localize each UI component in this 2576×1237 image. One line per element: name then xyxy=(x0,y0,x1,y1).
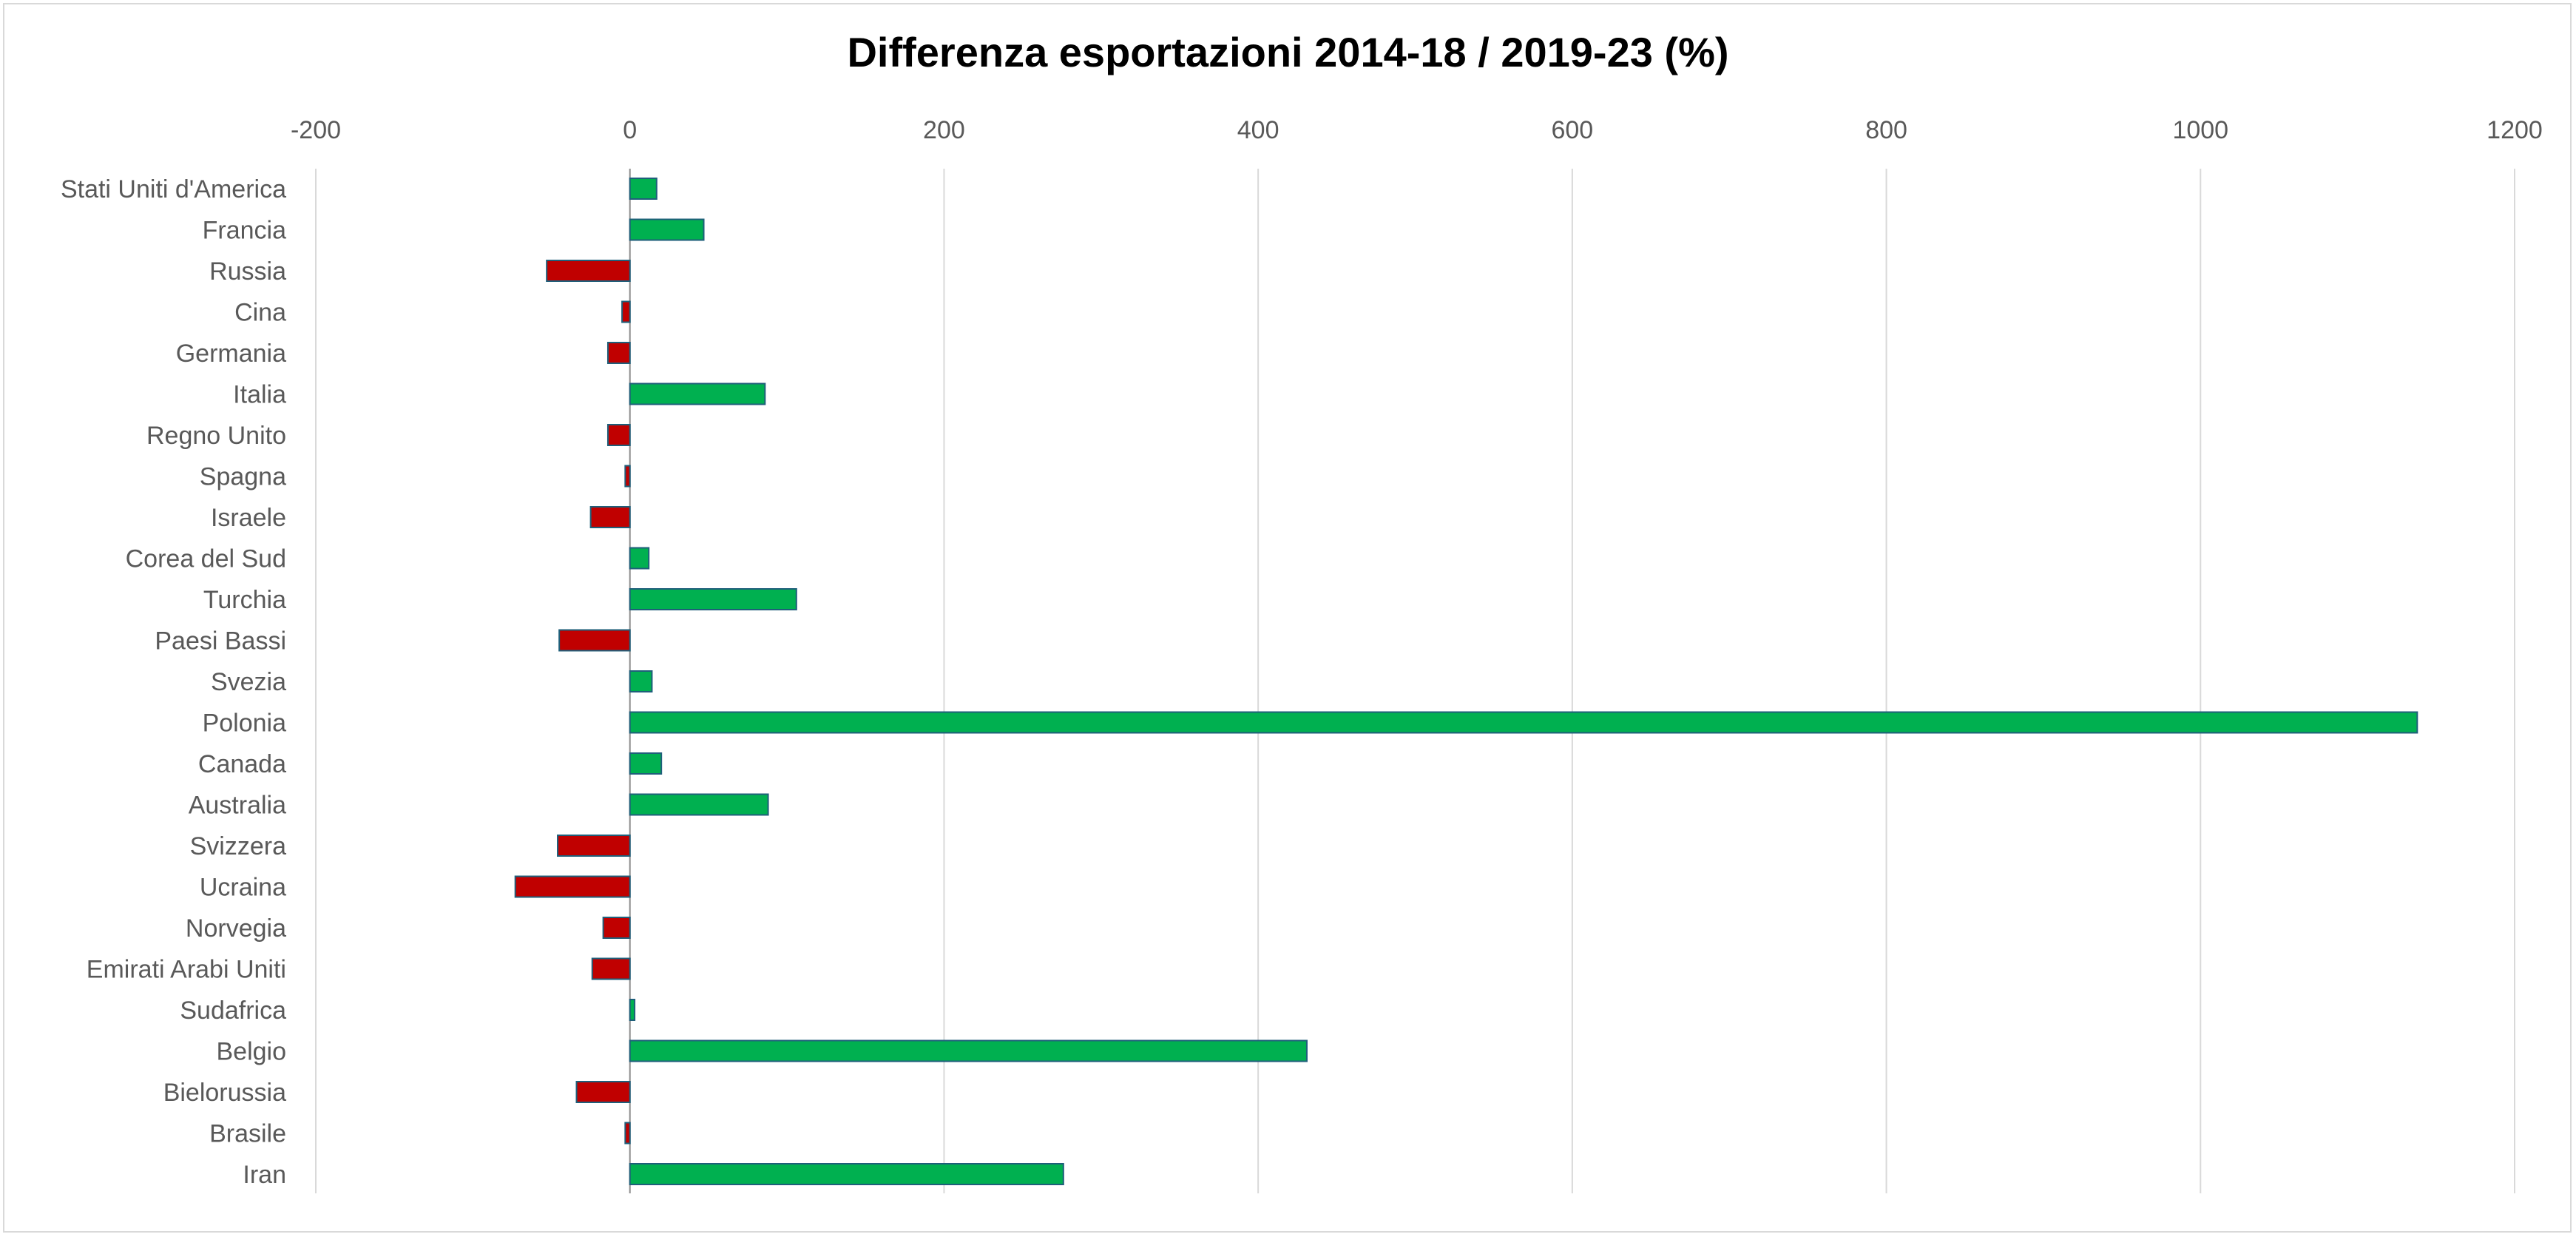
bar xyxy=(589,506,631,528)
bar xyxy=(602,917,631,939)
x-tick-label: -200 xyxy=(291,116,341,144)
category-label: Brasile xyxy=(209,1120,286,1148)
category-label: Israele xyxy=(211,504,286,532)
bar xyxy=(629,382,766,405)
bar xyxy=(629,178,657,200)
bar xyxy=(629,999,636,1021)
bar xyxy=(629,547,650,570)
category-label: Francia xyxy=(203,217,286,245)
category-label: Corea del Sud xyxy=(126,545,286,573)
category-label: Cina xyxy=(234,299,286,327)
category-label: Polonia xyxy=(203,709,287,738)
category-label: Svezia xyxy=(211,668,286,696)
bar xyxy=(629,752,663,775)
bar xyxy=(558,629,631,652)
bar xyxy=(629,1039,1308,1062)
bar xyxy=(629,711,2418,734)
bar xyxy=(606,342,631,364)
category-label: Germania xyxy=(176,340,286,368)
bar xyxy=(629,1163,1064,1185)
category-label: Emirati Arabi Uniti xyxy=(87,956,286,984)
bar xyxy=(629,670,653,692)
bar xyxy=(557,835,631,857)
category-label: Svizzera xyxy=(190,832,286,860)
bar xyxy=(621,300,631,323)
bar xyxy=(629,218,705,241)
category-label: Spagna xyxy=(200,463,286,491)
bar xyxy=(624,465,631,488)
x-tick-label: 1000 xyxy=(2172,116,2228,144)
category-label: Ucraina xyxy=(200,874,286,902)
bar xyxy=(629,588,797,610)
category-label: Italia xyxy=(233,381,286,409)
category-label: Paesi Bassi xyxy=(155,627,286,655)
category-label: Bielorussia xyxy=(163,1079,286,1107)
bar xyxy=(575,1081,631,1103)
x-tick-label: 1200 xyxy=(2487,116,2543,144)
category-label: Stati Uniti d'America xyxy=(61,175,286,203)
category-label: Norvegia xyxy=(186,914,286,943)
x-tick-label: 600 xyxy=(1551,116,1593,144)
x-tick-label: 200 xyxy=(923,116,965,144)
bar xyxy=(629,793,769,816)
chart-frame xyxy=(3,3,2572,1233)
chart-title: Differenza esportazioni 2014-18 / 2019-2… xyxy=(847,29,1729,75)
category-label: Belgio xyxy=(216,1038,286,1066)
category-label: Russia xyxy=(209,257,286,286)
bar xyxy=(606,424,631,446)
category-label: Turchia xyxy=(203,586,286,614)
bar xyxy=(624,1122,631,1145)
category-label: Iran xyxy=(243,1161,286,1189)
bar xyxy=(591,957,631,980)
x-tick-label: 400 xyxy=(1237,116,1279,144)
bar xyxy=(546,260,631,282)
bar xyxy=(514,875,631,898)
category-label: Regno Unito xyxy=(146,422,286,450)
x-tick-label: 800 xyxy=(1865,116,1907,144)
category-label: Canada xyxy=(198,750,286,778)
category-label: Australia xyxy=(189,792,286,820)
category-label: Sudafrica xyxy=(180,997,286,1025)
x-tick-label: 0 xyxy=(623,116,637,144)
